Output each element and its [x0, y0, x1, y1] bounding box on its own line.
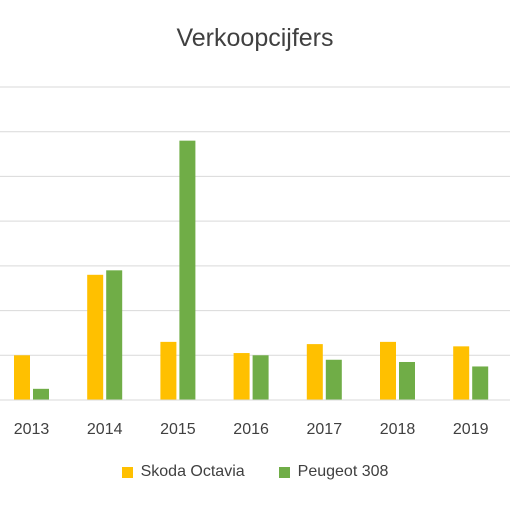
- bar-skoda-octavia-2015: [160, 341, 177, 400]
- bar-skoda-octavia-2018: [380, 341, 396, 400]
- gridlines: [0, 86, 510, 356]
- bar-skoda-octavia-2016: [233, 353, 250, 400]
- bars: [14, 140, 489, 400]
- legend: Skoda Octavia Peugeot 308: [0, 463, 510, 481]
- bar-skoda-octavia-2017: [306, 344, 323, 400]
- bar-peugeot-308-2019: [472, 366, 489, 400]
- x-tick-label: 2018: [380, 421, 416, 438]
- chart-title: Verkoopcijfers: [176, 24, 334, 52]
- bar-peugeot-308-2015: [179, 140, 196, 400]
- x-tick-label: 2014: [87, 421, 123, 438]
- legend-entry: Peugeot 308: [278, 463, 389, 481]
- legend-swatch: [278, 466, 290, 478]
- legend-entry: Skoda Octavia: [121, 463, 245, 481]
- bar-peugeot-308-2014: [106, 270, 123, 400]
- x-tick-label: 2019: [453, 421, 489, 438]
- legend-label: Skoda Octavia: [140, 463, 245, 480]
- bar-skoda-octavia-2013: [14, 355, 30, 400]
- legend-label: Peugeot 308: [297, 463, 389, 480]
- legend-swatch: [121, 466, 133, 478]
- x-tick-label: 2016: [233, 421, 269, 438]
- bar-skoda-octavia-2019: [453, 346, 470, 400]
- x-tick-labels: 2013 2014 2015 2016 2017 2018 2019: [14, 421, 489, 438]
- bar-peugeot-308-2017: [325, 359, 342, 400]
- bar-peugeot-308-2013: [33, 388, 49, 400]
- x-tick-label: 2017: [307, 421, 343, 438]
- x-tick-label: 2013: [14, 421, 50, 438]
- bar-skoda-octavia-2014: [87, 274, 104, 400]
- x-tick-label: 2015: [160, 421, 196, 438]
- bar-peugeot-308-2018: [399, 361, 415, 400]
- bar-peugeot-308-2016: [252, 355, 269, 400]
